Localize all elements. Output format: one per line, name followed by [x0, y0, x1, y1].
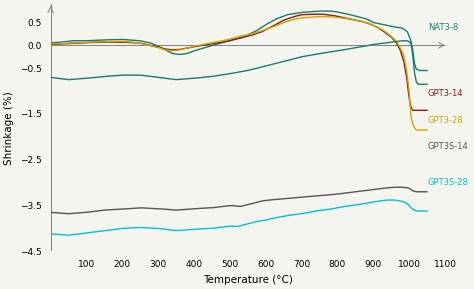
Text: GPT3S-14: GPT3S-14: [428, 142, 468, 151]
X-axis label: Temperature (°C): Temperature (°C): [203, 275, 293, 285]
Text: GPT3-28: GPT3-28: [428, 116, 464, 125]
Text: NAT3-8: NAT3-8: [428, 23, 458, 32]
Text: GPT3S-28: GPT3S-28: [428, 178, 469, 187]
Y-axis label: Shrinkage (%): Shrinkage (%): [4, 91, 14, 164]
Text: GPT3-14: GPT3-14: [428, 89, 463, 98]
